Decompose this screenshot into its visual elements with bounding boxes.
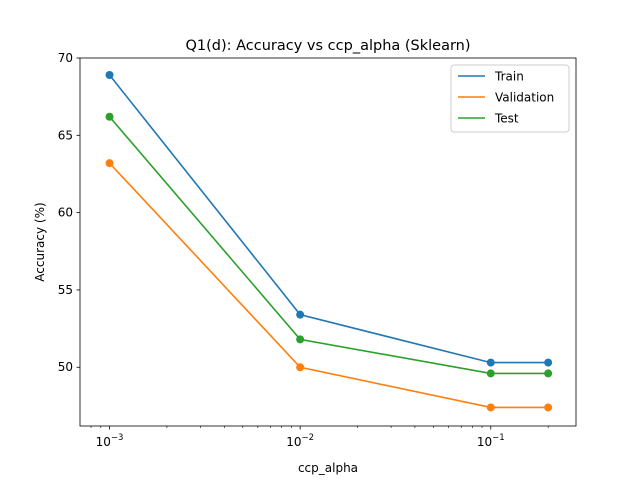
series-line-validation (108, 162, 549, 409)
data-point-train (296, 310, 305, 319)
data-point-test (486, 369, 495, 378)
data-point-validation (544, 403, 553, 412)
y-tick-label: 55 (58, 283, 73, 297)
data-point-train (544, 358, 553, 367)
data-point-validation (486, 403, 495, 412)
data-point-validation (296, 363, 305, 372)
legend-label-test: Test (494, 112, 519, 126)
series-line-train (108, 74, 549, 364)
series-line-test (108, 116, 549, 375)
y-tick-label: 70 (58, 51, 73, 65)
legend-box (450, 64, 570, 133)
y-axis-label: Accuracy (%) (33, 202, 47, 281)
x-axis-label: ccp_alpha (298, 461, 358, 475)
x-tick-label: 10−3 (96, 433, 124, 449)
x-tick-label: 10−2 (286, 433, 314, 449)
axes-frame (79, 57, 577, 427)
legend-label-train: Train (494, 70, 524, 84)
y-tick-label: 65 (58, 128, 73, 142)
plot-area: 10−3 10−2 10−1 50 55 60 65 70 Train Validation Tes… (58, 51, 577, 449)
legend-label-validation: Validation (495, 91, 554, 105)
x-tick-label: 10−1 (477, 433, 505, 449)
data-point-train (486, 358, 495, 367)
chart-title: Q1(d): Accuracy vs ccp_alpha (Sklearn) (185, 38, 470, 54)
data-point-test (544, 369, 553, 378)
y-tick-label: 60 (58, 206, 73, 220)
y-tick-label: 50 (58, 360, 73, 374)
data-point-test (296, 335, 305, 344)
data-point-test (105, 112, 114, 121)
data-point-train (105, 71, 114, 80)
data-point-validation (105, 159, 114, 168)
